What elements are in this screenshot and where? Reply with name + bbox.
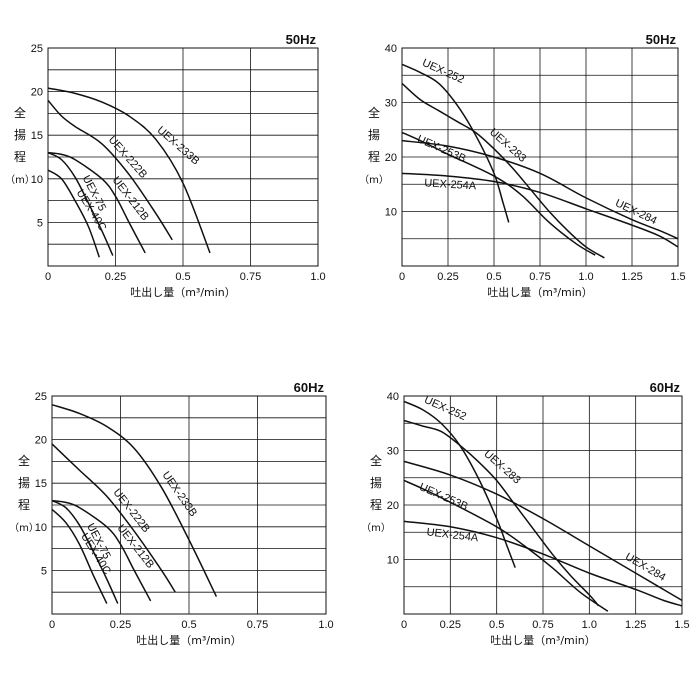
x-tick-label: 0.25	[437, 271, 458, 283]
series-line-uex-284	[403, 460, 683, 602]
plot-frame	[401, 47, 679, 267]
x-tick-label: 0.75	[247, 619, 268, 631]
y-tick-label: 25	[31, 43, 43, 55]
series-line-uex-254a	[403, 520, 683, 607]
x-tick-label: 0	[49, 619, 55, 631]
series-line-uex-75	[51, 499, 119, 604]
chart-title: 50Hz	[286, 32, 317, 47]
chart-4: 0 0.25 0.5 0.75 1.0 1.25 1.5 10 20 30 40 60Hz 吐出し量（m…	[361, 380, 690, 647]
y-tick-label: 10	[35, 522, 47, 534]
y-tick-label: 20	[385, 152, 397, 164]
y-tick-label: 10	[385, 207, 397, 219]
series-label-uex-253b: UEX-253B	[417, 481, 469, 513]
series-line-uex-40c	[47, 169, 101, 258]
series-line-uex-222b	[51, 443, 176, 593]
series-line-uex-233b	[47, 87, 211, 254]
series-line-uex-212b	[51, 499, 152, 602]
x-tick-label: 1.5	[674, 619, 689, 631]
plot-frame	[51, 395, 327, 615]
series-line-uex-212b	[47, 151, 146, 254]
y-tick-label: 20	[35, 435, 47, 447]
y-axis-label: 全揚程（m）	[361, 453, 391, 534]
series-label-uex-283: UEX-283	[481, 448, 522, 487]
x-tick-label: 1.0	[310, 271, 325, 283]
series-line-uex-253b	[401, 131, 596, 256]
y-tick-label: 10	[31, 174, 43, 186]
series-label-uex-283: UEX-283	[487, 126, 528, 165]
series-line-uex-222b	[47, 99, 173, 241]
series-line-uex-233b	[51, 404, 218, 597]
y-tick-label: 25	[35, 391, 47, 403]
series-label-uex-284: UEX-284	[613, 197, 658, 227]
x-axis-label: 吐出し量（m³/min）	[487, 285, 593, 299]
y-tick-label: 5	[37, 217, 43, 229]
x-tick-label: 0	[45, 271, 51, 283]
series-line-uex-283	[403, 419, 600, 607]
series-label-uex-252: UEX-252	[422, 394, 468, 423]
x-tick-label: 0.75	[529, 271, 550, 283]
x-tick-label: 1.25	[625, 619, 646, 631]
series-label-uex-254a: UEX-254A	[424, 177, 477, 192]
x-tick-label: 1.0	[578, 271, 593, 283]
x-axis-label: 吐出し量（m³/min）	[136, 633, 242, 647]
y-tick-label: 15	[31, 130, 43, 142]
y-tick-label: 20	[387, 500, 399, 512]
x-tick-label: 0.5	[489, 619, 504, 631]
series-line-uex-254a	[401, 172, 679, 248]
series-line-uex-40c	[51, 508, 108, 604]
x-tick-label: 1.0	[582, 619, 597, 631]
chart-title: 60Hz	[294, 380, 325, 395]
x-tick-label: 0.25	[110, 619, 131, 631]
chart-title: 60Hz	[650, 380, 681, 395]
series-line-uex-252	[401, 63, 510, 223]
y-tick-label: 40	[385, 43, 397, 55]
x-tick-label: 1.5	[670, 271, 685, 283]
x-tick-label: 0.5	[181, 619, 196, 631]
x-tick-label: 0.25	[440, 619, 461, 631]
x-tick-label: 1.0	[318, 619, 333, 631]
x-tick-label: 1.25	[621, 271, 642, 283]
plot-frame	[403, 395, 683, 615]
x-tick-label: 0.75	[532, 619, 553, 631]
x-tick-label: 0.5	[486, 271, 501, 283]
chart-2: 0 0.25 0.5 0.75 1.0 1.25 1.5 10 20 30 40 50Hz 吐出し量（m…	[359, 32, 686, 299]
series-line-uex-283	[401, 82, 605, 259]
y-tick-label: 15	[35, 478, 47, 490]
x-tick-label: 0	[401, 619, 407, 631]
chart-1: 0 0.25 0.5 0.75 1.0 5 10 15 20 25 50Hz 吐出し量（m³/min）…	[5, 32, 326, 299]
x-axis-label: 吐出し量（m³/min）	[130, 285, 236, 299]
y-axis-label: 全揚程（m）	[9, 453, 39, 534]
y-tick-label: 30	[385, 98, 397, 110]
plot-frame	[47, 47, 319, 267]
chart-title: 50Hz	[646, 32, 677, 47]
series-label-uex-253b: UEX-253B	[415, 133, 467, 165]
series-line-uex-252	[403, 400, 516, 568]
x-axis-label: 吐出し量（m³/min）	[490, 633, 596, 647]
x-tick-label: 0.25	[105, 271, 126, 283]
y-axis-label: 全揚程（m）	[5, 105, 35, 186]
series-label-uex-254a: UEX-254A	[426, 526, 480, 544]
x-tick-label: 0.5	[175, 271, 190, 283]
y-tick-label: 10	[387, 555, 399, 567]
x-tick-label: 0.75	[240, 271, 261, 283]
y-tick-label: 5	[41, 565, 47, 577]
y-axis-label: 全揚程（m）	[359, 105, 389, 186]
y-tick-label: 30	[387, 446, 399, 458]
y-tick-label: 20	[31, 87, 43, 99]
x-tick-label: 0	[399, 271, 405, 283]
series-line-uex-253b	[403, 479, 609, 612]
series-line-uex-75	[47, 151, 114, 256]
series-line-uex-284	[401, 139, 679, 240]
chart-3: 0 0.25 0.5 0.75 1.0 5 10 15 20 25 60Hz 吐出し量（m³/min）…	[9, 380, 334, 647]
series-label-uex-252: UEX-252	[420, 57, 466, 86]
y-tick-label: 40	[387, 391, 399, 403]
